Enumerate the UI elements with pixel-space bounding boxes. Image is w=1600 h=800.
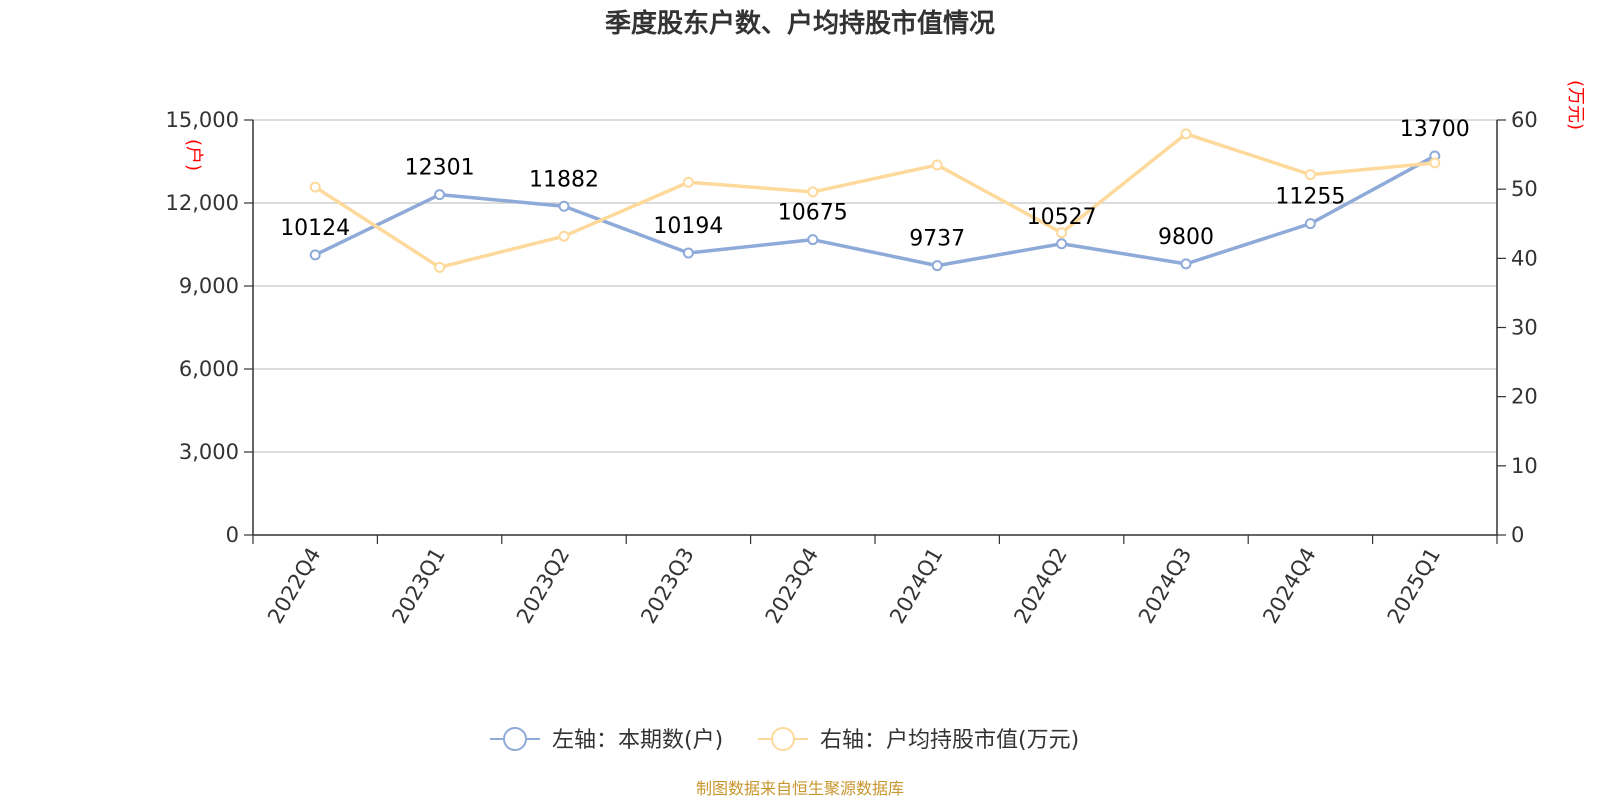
legend-item-right[interactable]: 右轴：户均持股市值(万元) <box>758 727 1079 753</box>
legend-label-right: 右轴：户均持股市值(万元) <box>820 728 1079 753</box>
left-axis-tick-label: 6,000 <box>179 357 239 381</box>
right-axis-tick-label: 40 <box>1511 246 1538 270</box>
legend[interactable]: 左轴：本期数(户) 右轴：户均持股市值(万元) <box>490 727 1079 753</box>
series-point-right <box>1429 157 1441 169</box>
right-axis-tick-label: 20 <box>1511 385 1538 409</box>
x-axis-tick-label: 2024Q1 <box>885 543 947 627</box>
series-point-left <box>558 200 570 212</box>
right-axis-tick-label: 0 <box>1511 523 1524 547</box>
data-label: 9800 <box>1158 225 1214 250</box>
series-point-left <box>434 189 446 201</box>
data-label: 10527 <box>1027 205 1097 230</box>
series-point-right <box>434 261 446 273</box>
x-axis-tick-label: 2024Q2 <box>1009 544 1071 628</box>
series-point-left <box>1056 238 1068 250</box>
x-axis-tick-label: 2024Q3 <box>1134 544 1196 628</box>
series-point-right <box>807 186 819 198</box>
left-axis-tick-label: 12,000 <box>166 191 239 215</box>
series-point-right <box>309 181 321 193</box>
right-axis-tick-label: 50 <box>1511 177 1538 201</box>
right-axis-tick-label: 30 <box>1511 316 1538 340</box>
x-axis-tick-label: 2022Q4 <box>263 544 325 628</box>
series-point-right <box>558 230 570 242</box>
series-line-right <box>314 132 1435 270</box>
grid <box>253 119 1497 453</box>
right-axis-tick-label: 10 <box>1511 454 1538 478</box>
left-axis-unit: (户) <box>183 139 204 171</box>
series-point-left <box>931 260 943 272</box>
data-label: 10194 <box>653 214 723 239</box>
series-point-left <box>1180 258 1192 270</box>
data-label: 11882 <box>529 167 599 192</box>
legend-item-left[interactable]: 左轴：本期数(户) <box>490 727 723 753</box>
x-axis-tick-label: 2023Q2 <box>512 544 574 628</box>
legend-circle-icon-left <box>503 727 527 751</box>
data-label: 11255 <box>1275 185 1345 210</box>
x-axis-tick-label: 2025Q1 <box>1383 544 1445 628</box>
series-point-right <box>682 176 694 188</box>
data-label: 9737 <box>909 227 965 252</box>
left-axis-tick-label: 3,000 <box>179 440 239 464</box>
series-point-left <box>682 247 694 259</box>
left-axis-tick-label: 15,000 <box>166 108 239 132</box>
data-label: 12301 <box>405 156 475 181</box>
series-point-right <box>1056 227 1068 239</box>
axes: (户) (万元) 0 3,000 6,000 9,000 12,000 15,000 0 10… <box>166 80 1586 628</box>
data-label: 10124 <box>280 216 350 241</box>
left-axis-tick-label: 0 <box>226 523 239 547</box>
series <box>309 128 1441 273</box>
right-axis-tick-label: 60 <box>1511 108 1538 132</box>
series-point-right <box>931 159 943 171</box>
left-axis-tick-label: 9,000 <box>179 274 239 298</box>
data-label: 13700 <box>1400 117 1470 142</box>
data-labels: 10124 12301 11882 10194 10675 9737 10527 9800 11… <box>280 117 1470 252</box>
source-note: 制图数据来自恒生聚源数据库 <box>696 779 904 798</box>
series-point-right <box>1304 169 1316 181</box>
right-axis-unit: (万元) <box>1565 80 1586 130</box>
x-axis-tick-label: 2024Q4 <box>1258 544 1320 628</box>
x-axis-tick-label: 2023Q3 <box>636 544 698 628</box>
data-label: 10675 <box>778 201 848 226</box>
x-axis-tick-label: 2023Q1 <box>387 544 449 628</box>
chart-title: 季度股东户数、户均持股市值情况 <box>605 8 995 39</box>
series-point-left <box>309 249 321 261</box>
series-point-left <box>807 234 819 246</box>
series-line-left <box>314 154 1436 268</box>
legend-label-left: 左轴：本期数(户) <box>552 728 723 753</box>
x-axis-tick-label: 2023Q4 <box>761 544 823 628</box>
legend-circle-icon-right <box>771 727 795 751</box>
series-point-left <box>1304 218 1316 230</box>
series-point-right <box>1180 128 1192 140</box>
